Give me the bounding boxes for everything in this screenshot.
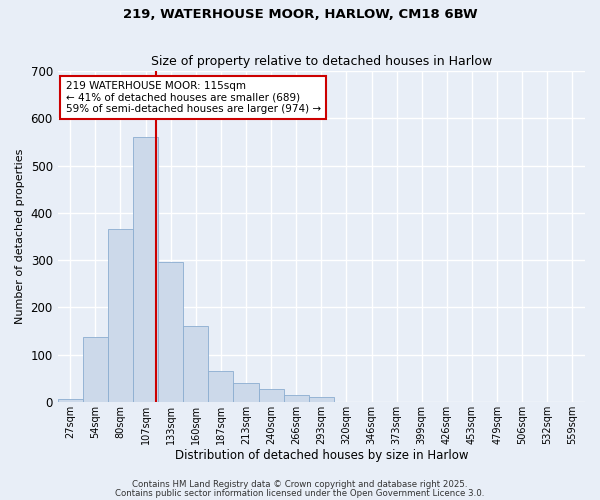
- Bar: [208, 371, 233, 402]
- Bar: [183, 326, 208, 402]
- Title: Size of property relative to detached houses in Harlow: Size of property relative to detached ho…: [151, 56, 492, 68]
- Bar: [259, 388, 284, 402]
- Text: Contains public sector information licensed under the Open Government Licence 3.: Contains public sector information licen…: [115, 488, 485, 498]
- Bar: [83, 337, 108, 402]
- Bar: [309, 397, 334, 402]
- Bar: [58, 400, 83, 402]
- Bar: [158, 262, 183, 402]
- Text: 219, WATERHOUSE MOOR, HARLOW, CM18 6BW: 219, WATERHOUSE MOOR, HARLOW, CM18 6BW: [122, 8, 478, 20]
- Text: 219 WATERHOUSE MOOR: 115sqm
← 41% of detached houses are smaller (689)
59% of se: 219 WATERHOUSE MOOR: 115sqm ← 41% of det…: [65, 81, 321, 114]
- X-axis label: Distribution of detached houses by size in Harlow: Distribution of detached houses by size …: [175, 450, 468, 462]
- Bar: [233, 383, 259, 402]
- Text: Contains HM Land Registry data © Crown copyright and database right 2025.: Contains HM Land Registry data © Crown c…: [132, 480, 468, 489]
- Bar: [108, 230, 133, 402]
- Bar: [284, 394, 309, 402]
- Y-axis label: Number of detached properties: Number of detached properties: [15, 148, 25, 324]
- Bar: [133, 137, 158, 402]
